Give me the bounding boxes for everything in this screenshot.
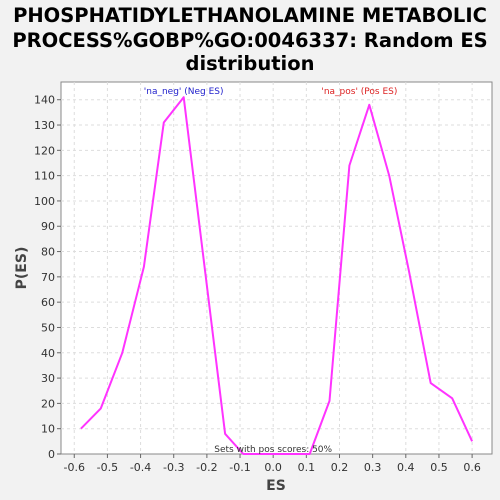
x-tick-label: -0.1 (229, 461, 250, 474)
y-tick-label: 130 (34, 119, 55, 132)
y-tick-label: 20 (41, 397, 55, 410)
plot-area (60, 81, 493, 455)
y-tick-label: 10 (41, 423, 55, 436)
series-lines (80, 96, 474, 455)
annotation-pos-scores: Sets with pos scores: 50% (214, 445, 332, 455)
y-tick-label: 30 (41, 372, 55, 385)
y-tick-label: 70 (41, 271, 55, 284)
y-tick-label: 140 (34, 94, 55, 107)
x-tick-label: 0.5 (430, 461, 448, 474)
chart-title-line-2: PROCESS%GOBP%GO:0046337: Random ES (12, 29, 487, 52)
x-tick-label: 0.4 (397, 461, 415, 474)
x-tick-label: -0.4 (130, 461, 151, 474)
x-tick-label: 0.0 (264, 461, 282, 474)
x-tick-label: 0.3 (364, 461, 382, 474)
y-tick-label: 50 (41, 321, 55, 334)
x-axis-label: ES (266, 478, 286, 494)
x-axis-ticks: -0.6 -0.5 -0.4 -0.3 -0.2 -0.1 0.0 0.1 0.2 0.3 0.4 0… (64, 454, 481, 474)
x-tick-label: -0.3 (163, 461, 184, 474)
x-tick-label: 0.6 (463, 461, 481, 474)
y-tick-label: 40 (41, 347, 55, 360)
x-tick-label: -0.6 (64, 461, 85, 474)
y-tick-label: 110 (34, 170, 55, 183)
series-line (80, 96, 474, 455)
y-axis-ticks: 0 10 20 30 40 50 60 70 80 90 100 110 120 130 140 (34, 94, 61, 461)
annotation-pos-es: 'na_pos' (Pos ES) (321, 87, 397, 97)
x-tick-label: 0.2 (331, 461, 349, 474)
y-tick-label: 60 (41, 296, 55, 309)
y-tick-label: 80 (41, 246, 55, 259)
y-tick-label: 0 (48, 448, 55, 461)
y-tick-label: 100 (34, 195, 55, 208)
y-tick-label: 120 (34, 144, 55, 157)
grid-lines (61, 82, 492, 454)
x-tick-label: 0.1 (298, 461, 316, 474)
x-tick-label: -0.2 (196, 461, 217, 474)
y-axis-label: P(ES) (14, 247, 30, 290)
y-tick-label: 90 (41, 220, 55, 233)
annotation-neg-es: 'na_neg' (Neg ES) (144, 87, 224, 97)
x-tick-label: -0.5 (97, 461, 118, 474)
chart-title-line-1: PHOSPHATIDYLETHANOLAMINE METABOLIC (13, 4, 487, 27)
chart-title-line-3: distribution (186, 52, 315, 75)
